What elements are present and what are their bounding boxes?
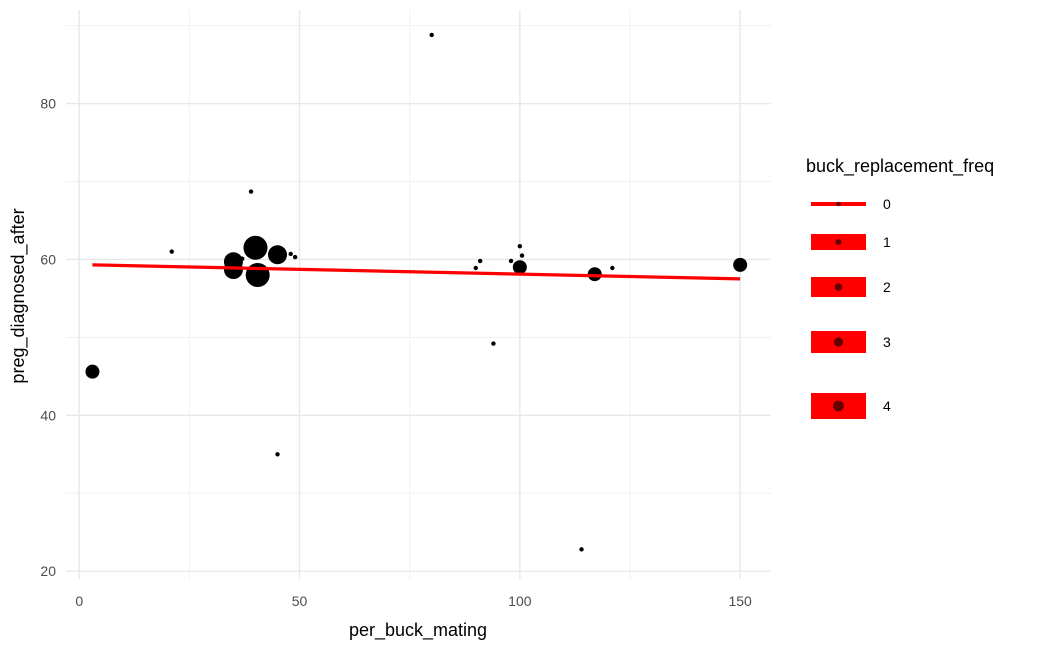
x-tick-label: 0: [75, 593, 83, 609]
data-point: [517, 243, 523, 249]
x-tick-label: 50: [292, 593, 308, 609]
y-axis-title: preg_diagnosed_after: [8, 208, 29, 383]
data-point: [268, 245, 287, 265]
y-axis-ticks: 20 40 60 80: [40, 96, 56, 580]
legend-title: buck_replacement_freq: [806, 156, 994, 177]
x-tick-label: 150: [728, 593, 752, 609]
data-point: [733, 257, 748, 272]
data-point: [491, 341, 496, 346]
legend-label: 2: [883, 279, 891, 295]
data-point: [579, 547, 584, 552]
gridlines: [66, 10, 771, 579]
y-tick-label: 20: [40, 563, 56, 579]
legend: buck_replacement_freq 0 1 2 3 4: [806, 156, 994, 419]
legend-label: 1: [883, 234, 891, 250]
data-point: [169, 249, 174, 254]
data-point: [288, 251, 293, 257]
legend-key-point: [835, 239, 842, 245]
legend-label: 3: [883, 334, 891, 350]
data-point: [519, 253, 525, 258]
x-axis-ticks: 0 50 100 150: [75, 593, 752, 609]
data-point: [610, 265, 615, 271]
trend-line-group: [92, 263, 741, 281]
legend-label: 4: [883, 398, 891, 414]
trend-line: [92, 263, 741, 281]
y-tick-label: 60: [40, 251, 56, 267]
legend-key-point: [836, 201, 841, 207]
y-tick-label: 40: [40, 407, 56, 423]
legend-key-point: [833, 400, 844, 412]
data-point: [477, 258, 483, 264]
data-point: [85, 364, 100, 379]
data-point: [243, 235, 268, 260]
data-point: [512, 260, 527, 275]
y-tick-label: 80: [40, 96, 56, 112]
data-point: [292, 254, 298, 260]
data-point: [240, 256, 245, 261]
data-point: [275, 452, 280, 457]
data-point: [429, 32, 434, 38]
data-point: [245, 263, 270, 288]
data-point: [508, 258, 514, 264]
data-point: [473, 265, 478, 271]
legend-key-point: [834, 283, 843, 291]
x-tick-label: 100: [508, 593, 532, 609]
x-axis-title: per_buck_mating: [349, 620, 487, 641]
data-point: [248, 189, 254, 194]
legend-key-point: [833, 337, 844, 347]
legend-label: 0: [883, 196, 891, 212]
